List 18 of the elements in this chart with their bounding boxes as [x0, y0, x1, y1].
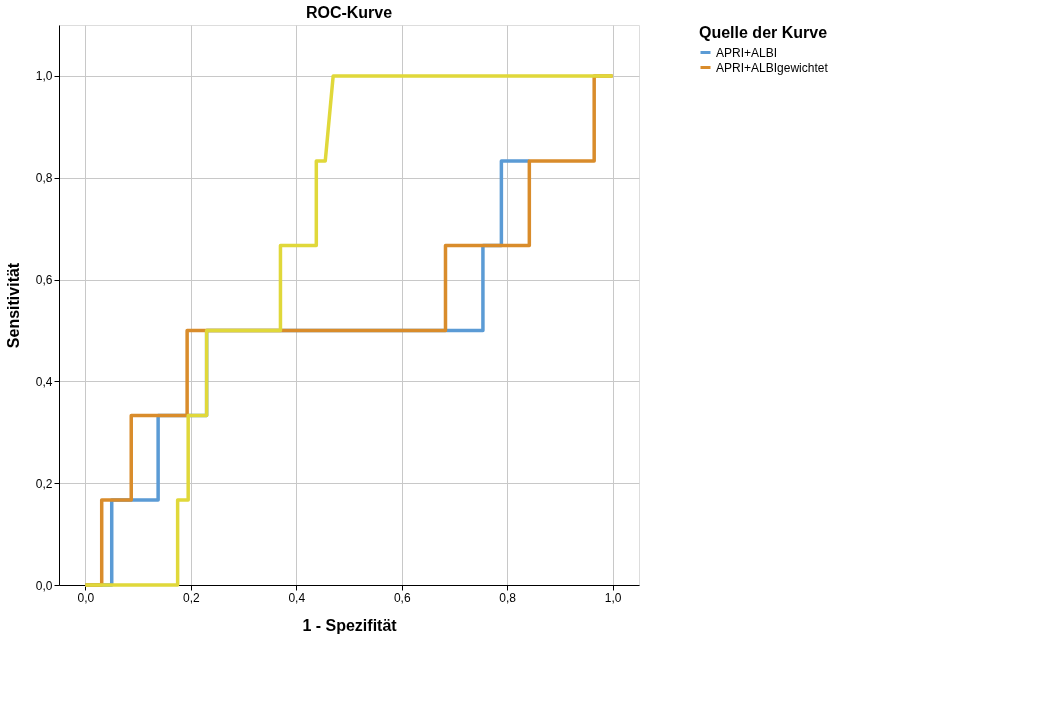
x-tick-label: 0,6: [393, 590, 411, 605]
chart-title: ROC-Kurve: [305, 4, 393, 21]
x-tick-label: 0,0: [77, 590, 95, 605]
legend-label: APRI+ALBI: [716, 45, 778, 60]
y-tick-label: 0,4: [35, 374, 53, 389]
y-tick-label: 0,0: [35, 578, 53, 593]
x-tick-label: 0,4: [288, 590, 306, 605]
legend-label: APRI+ALBIgewichtet: [716, 60, 829, 75]
y-tick-label: 0,8: [35, 171, 53, 186]
x-tick-label: 0,8: [499, 590, 517, 605]
x-tick-label: 0,2: [182, 590, 200, 605]
y-tick-label: 0,2: [35, 476, 53, 491]
y-tick-label: 1,0: [35, 69, 53, 84]
x-axis-title: 1 - Spezifität: [302, 616, 398, 634]
y-tick-label: 0,6: [35, 273, 53, 288]
legend-title: Quelle der Kurve: [699, 24, 828, 41]
x-tick-label: 1,0: [604, 590, 622, 605]
y-axis-title: Sensitivität: [4, 262, 22, 349]
